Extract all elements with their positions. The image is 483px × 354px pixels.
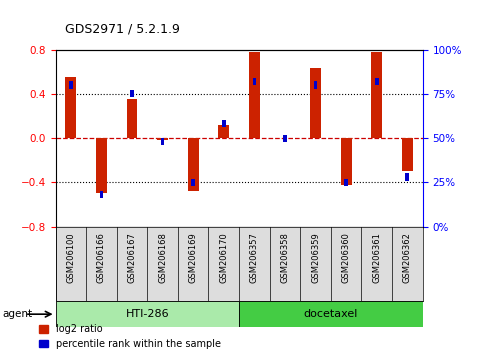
Bar xyxy=(344,179,348,186)
Text: GSM206358: GSM206358 xyxy=(281,233,289,284)
Bar xyxy=(341,138,352,184)
Bar xyxy=(157,138,168,140)
Text: GDS2971 / 5.2.1.9: GDS2971 / 5.2.1.9 xyxy=(65,22,180,35)
Text: GSM206100: GSM206100 xyxy=(66,233,75,283)
Legend: log2 ratio, percentile rank within the sample: log2 ratio, percentile rank within the s… xyxy=(39,324,221,349)
FancyBboxPatch shape xyxy=(239,301,423,327)
Bar xyxy=(283,135,287,142)
FancyBboxPatch shape xyxy=(56,301,239,327)
Bar xyxy=(314,81,317,88)
Text: agent: agent xyxy=(2,309,32,319)
Bar xyxy=(371,52,382,138)
Bar xyxy=(253,78,256,85)
Bar xyxy=(249,52,260,138)
Text: docetaxel: docetaxel xyxy=(304,309,358,319)
Bar xyxy=(375,78,379,85)
Text: HTI-286: HTI-286 xyxy=(126,309,169,319)
Bar xyxy=(66,77,76,138)
Bar xyxy=(96,138,107,193)
Text: GSM206168: GSM206168 xyxy=(158,233,167,284)
Text: GSM206362: GSM206362 xyxy=(403,233,412,284)
Text: GSM206361: GSM206361 xyxy=(372,233,381,284)
Bar xyxy=(402,138,412,171)
Text: GSM206167: GSM206167 xyxy=(128,233,137,284)
Bar xyxy=(222,120,226,127)
Bar xyxy=(191,179,195,186)
Bar xyxy=(188,138,199,191)
Bar xyxy=(130,90,134,97)
Text: GSM206360: GSM206360 xyxy=(341,233,351,284)
Bar xyxy=(310,68,321,138)
Text: GSM206166: GSM206166 xyxy=(97,233,106,284)
Text: GSM206170: GSM206170 xyxy=(219,233,228,283)
Text: GSM206359: GSM206359 xyxy=(311,233,320,283)
Bar xyxy=(127,99,137,138)
Bar xyxy=(161,138,164,145)
Bar xyxy=(406,173,409,181)
Text: GSM206357: GSM206357 xyxy=(250,233,259,284)
Bar xyxy=(218,125,229,138)
Text: GSM206169: GSM206169 xyxy=(189,233,198,283)
Bar xyxy=(99,191,103,198)
Bar xyxy=(69,81,72,88)
